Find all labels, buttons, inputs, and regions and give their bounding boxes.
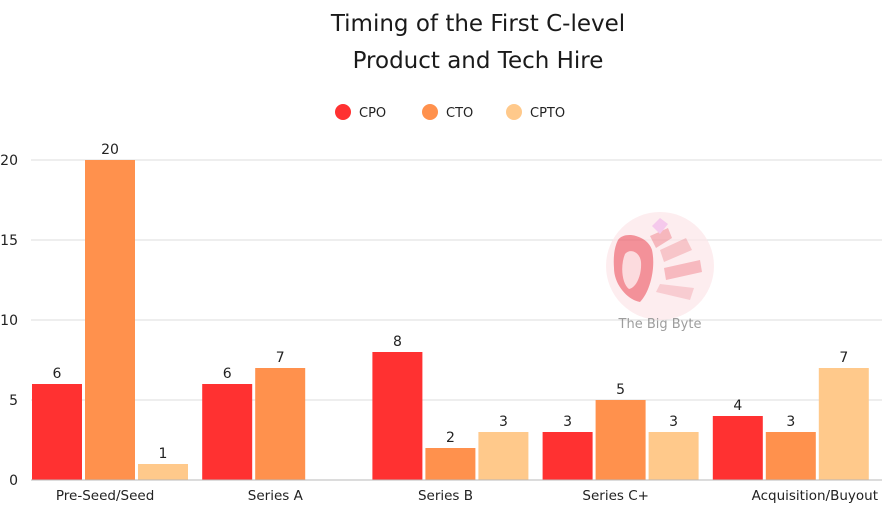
bar-cpto bbox=[478, 432, 529, 480]
legend-swatch-cpto bbox=[506, 104, 522, 120]
data-label: 20 bbox=[101, 142, 119, 158]
data-label: 3 bbox=[669, 414, 678, 430]
x-category-label: Pre-Seed/Seed bbox=[56, 488, 154, 504]
bar-cpto bbox=[818, 368, 869, 480]
data-label: 1 bbox=[159, 446, 168, 462]
watermark-text: The Big Byte bbox=[618, 317, 702, 332]
bar-cpo bbox=[32, 384, 82, 480]
bar-cpo bbox=[202, 384, 253, 480]
bar-cpo bbox=[372, 352, 423, 480]
watermark: The Big Byte bbox=[606, 212, 714, 332]
legend-swatch-cto bbox=[422, 104, 438, 120]
y-tick-label: 20 bbox=[0, 153, 18, 169]
x-category-label: Series B bbox=[418, 488, 473, 504]
legend-label-cpo: CPO bbox=[359, 106, 386, 121]
legend-swatch-cpo bbox=[335, 104, 351, 120]
bar-cpto bbox=[138, 464, 188, 480]
data-label: 2 bbox=[446, 430, 455, 446]
data-label: 6 bbox=[223, 366, 232, 382]
data-label: 3 bbox=[499, 414, 508, 430]
legend-label-cto: CTO bbox=[446, 106, 473, 121]
bar-marks bbox=[32, 160, 869, 480]
data-label: 6 bbox=[53, 366, 62, 382]
data-label: 7 bbox=[839, 350, 848, 366]
y-tick-label: 15 bbox=[0, 233, 18, 249]
open-mouth-logo-icon bbox=[606, 212, 714, 320]
data-label: 3 bbox=[786, 414, 795, 430]
bar-cto bbox=[595, 400, 646, 480]
bar-cpto bbox=[648, 432, 699, 480]
gridlines bbox=[31, 159, 882, 401]
x-category-label: Series A bbox=[248, 488, 304, 504]
bar-cto bbox=[255, 368, 306, 480]
data-label: 4 bbox=[733, 398, 742, 414]
bar-cpo bbox=[712, 416, 763, 480]
y-tick-label: 10 bbox=[0, 313, 18, 329]
data-label: 5 bbox=[616, 382, 625, 398]
bar-cto bbox=[85, 160, 135, 480]
bar-cpo bbox=[542, 432, 593, 480]
legend: CPO CTO CPTO bbox=[335, 104, 565, 121]
y-tick-label: 0 bbox=[9, 473, 18, 489]
bar-cto bbox=[425, 448, 476, 480]
x-category-label: Series C+ bbox=[582, 488, 649, 504]
bar-cto bbox=[765, 432, 816, 480]
y-tick-label: 5 bbox=[9, 393, 18, 409]
x-axis-categories: Pre-Seed/Seed Series A Series B Series C+ Ac… bbox=[56, 488, 878, 504]
data-label: 8 bbox=[393, 334, 402, 350]
legend-label-cpto: CPTO bbox=[530, 106, 565, 121]
data-label: 3 bbox=[563, 414, 572, 430]
chart-title-line-2: Product and Tech Hire bbox=[353, 48, 604, 74]
data-label: 7 bbox=[276, 350, 285, 366]
y-axis-ticks: 0 5 10 15 20 bbox=[0, 153, 18, 489]
data-labels: 6 20 1 6 7 8 2 3 3 5 3 4 3 7 bbox=[53, 142, 849, 462]
x-category-label: Acquisition/Buyout bbox=[752, 488, 878, 504]
chart-title-line-1: Timing of the First C-level bbox=[330, 11, 625, 37]
